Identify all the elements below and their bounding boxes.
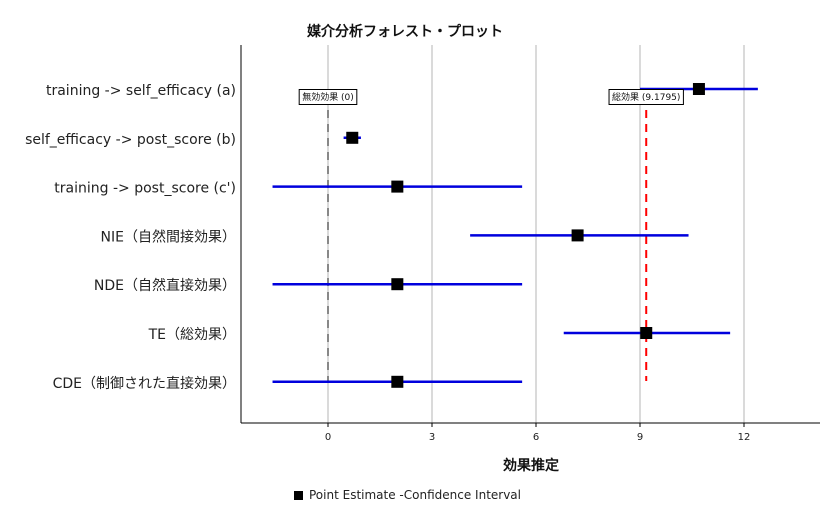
point-estimate-5 [640, 327, 653, 339]
reference-label-1: 総効果 (9.1795) [608, 89, 684, 105]
row-label-5: TE（総効果） [148, 327, 236, 343]
data-row-3: NIE（自然間接効果） [101, 228, 689, 245]
data-row-2: training -> post_score (c') [54, 180, 523, 197]
point-estimate-1 [346, 131, 359, 144]
point-estimate-legend-icon [294, 490, 303, 500]
point-estimate-4 [391, 278, 404, 291]
reference-label-box-1 [608, 89, 684, 105]
row-label-6: CDE（制御された直接効果） [53, 375, 236, 392]
row-label-2: training -> post_score (c') [54, 181, 236, 197]
x-tick-label-3: 3 [429, 432, 435, 443]
reference-label-0: 無効効果 (0) [298, 89, 358, 105]
reference-labels: 無効効果 (0) 総効果 (9.1795) [298, 89, 684, 105]
x-tick-label-6: 6 [533, 432, 539, 443]
row-label-0: training -> self_efficacy (a) [46, 83, 236, 99]
x-ticks: 0 3 6 9 12 [325, 423, 751, 443]
x-tick-label-12: 12 [738, 432, 751, 443]
legend: Point Estimate -Confidence Interval [294, 488, 521, 502]
reference-label-text-1: 総効果 (9.1795) [612, 91, 680, 103]
data-row-5: TE（総効果） [148, 327, 731, 343]
legend-text: Point Estimate -Confidence Interval [309, 488, 521, 502]
data-row-6: CDE（制御された直接効果） [53, 375, 523, 392]
point-estimate-0 [692, 83, 705, 95]
axes [240, 45, 820, 424]
chart-title: 媒介分析フォレスト・プロット [306, 23, 503, 40]
row-label-1: self_efficacy -> post_score (b) [25, 132, 236, 148]
grid-lines [327, 45, 745, 423]
point-estimate-2 [391, 180, 404, 193]
point-estimate-6 [391, 375, 404, 388]
data-row-4: NDE（自然直接効果） [94, 277, 523, 294]
x-tick-label-0: 0 [325, 432, 331, 443]
data-rows: training -> self_efficacy (a) self_effica… [25, 83, 758, 392]
x-tick-label-9: 9 [637, 432, 643, 443]
x-axis-label: 効果推定 [503, 457, 559, 474]
reference-lines [327, 110, 648, 381]
row-label-4: NDE（自然直接効果） [94, 277, 236, 294]
reference-label-text-0: 無効効果 (0) [302, 91, 354, 103]
row-label-3: NIE（自然間接効果） [101, 228, 236, 245]
reference-label-box-0 [298, 89, 358, 105]
data-row-1: self_efficacy -> post_score (b) [25, 131, 361, 148]
point-estimate-3 [571, 229, 584, 242]
